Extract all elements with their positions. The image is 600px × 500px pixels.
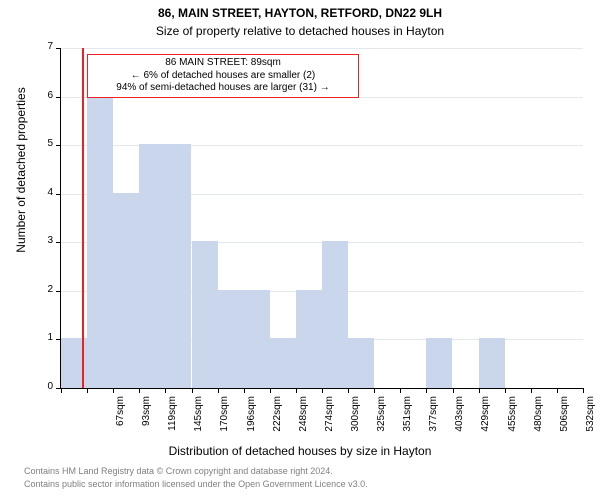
property-marker-line <box>82 48 84 388</box>
main-title: 86, MAIN STREET, HAYTON, RETFORD, DN22 9… <box>0 6 600 20</box>
x-tick-label: 119sqm <box>167 396 178 446</box>
x-tick-mark <box>505 388 506 393</box>
x-tick-mark <box>400 388 401 393</box>
y-tick-label: 1 <box>33 332 53 343</box>
x-tick-mark <box>374 388 375 393</box>
gridline <box>61 48 583 49</box>
histogram-bar <box>296 290 322 388</box>
x-tick-mark <box>165 388 166 393</box>
x-tick-mark <box>192 388 193 393</box>
histogram-bar <box>479 338 505 388</box>
y-tick-label: 2 <box>33 284 53 295</box>
y-tick-label: 4 <box>33 187 53 198</box>
y-tick-mark <box>56 48 61 49</box>
y-tick-label: 5 <box>33 138 53 149</box>
histogram-bar <box>192 241 218 388</box>
x-tick-label: 170sqm <box>219 396 230 446</box>
x-tick-label: 196sqm <box>246 396 257 446</box>
y-tick-mark <box>56 145 61 146</box>
annotation-line-2: ← 6% of detached houses are smaller (2) <box>94 70 352 83</box>
x-tick-label: 222sqm <box>272 396 283 446</box>
chart-container: 86, MAIN STREET, HAYTON, RETFORD, DN22 9… <box>0 0 600 500</box>
histogram-bar <box>139 144 165 388</box>
x-tick-mark <box>113 388 114 393</box>
x-tick-label: 67sqm <box>115 396 126 446</box>
x-axis-label: Distribution of detached houses by size … <box>0 444 600 458</box>
x-tick-mark <box>87 388 88 393</box>
y-tick-mark <box>56 242 61 243</box>
histogram-bar <box>322 241 348 388</box>
x-tick-label: 274sqm <box>324 396 335 446</box>
x-tick-label: 429sqm <box>480 396 491 446</box>
histogram-bar <box>218 290 244 388</box>
x-tick-label: 93sqm <box>141 396 152 446</box>
x-tick-mark <box>453 388 454 393</box>
plot-area: 0123456767sqm93sqm119sqm145sqm170sqm196s… <box>60 48 583 389</box>
footer-line-1: Contains HM Land Registry data © Crown c… <box>24 466 600 476</box>
x-tick-label: 145sqm <box>193 396 204 446</box>
x-tick-mark <box>218 388 219 393</box>
histogram-bar <box>244 290 270 388</box>
histogram-bar <box>426 338 452 388</box>
x-tick-label: 351sqm <box>402 396 413 446</box>
y-tick-label: 7 <box>33 41 53 52</box>
x-tick-label: 325sqm <box>376 396 387 446</box>
x-tick-mark <box>426 388 427 393</box>
x-tick-mark <box>348 388 349 393</box>
footer-line-2: Contains public sector information licen… <box>24 479 600 489</box>
y-tick-label: 0 <box>33 381 53 392</box>
x-tick-mark <box>139 388 140 393</box>
x-tick-label: 480sqm <box>533 396 544 446</box>
histogram-bar <box>165 144 191 388</box>
y-tick-label: 6 <box>33 90 53 101</box>
x-tick-label: 403sqm <box>454 396 465 446</box>
x-tick-label: 300sqm <box>350 396 361 446</box>
x-tick-mark <box>296 388 297 393</box>
annotation-box: 86 MAIN STREET: 89sqm← 6% of detached ho… <box>87 54 359 98</box>
y-axis-label: Number of detached properties <box>14 40 28 300</box>
x-tick-label: 377sqm <box>428 396 439 446</box>
x-tick-mark <box>557 388 558 393</box>
histogram-bar <box>113 193 139 388</box>
annotation-line-1: 86 MAIN STREET: 89sqm <box>94 57 352 70</box>
x-tick-label: 455sqm <box>507 396 518 446</box>
annotation-line-3: 94% of semi-detached houses are larger (… <box>94 82 352 95</box>
y-tick-mark <box>56 194 61 195</box>
y-tick-mark <box>56 97 61 98</box>
x-tick-mark <box>479 388 480 393</box>
x-tick-mark <box>322 388 323 393</box>
y-tick-mark <box>56 291 61 292</box>
subtitle: Size of property relative to detached ho… <box>0 24 600 38</box>
x-tick-mark <box>244 388 245 393</box>
x-tick-label: 506sqm <box>559 396 570 446</box>
histogram-bar <box>270 338 296 388</box>
x-tick-mark <box>583 388 584 393</box>
x-tick-mark <box>61 388 62 393</box>
x-tick-mark <box>531 388 532 393</box>
x-tick-label: 532sqm <box>585 396 596 446</box>
histogram-bar <box>87 96 113 388</box>
x-tick-mark <box>270 388 271 393</box>
histogram-bar <box>348 338 374 388</box>
x-tick-label: 248sqm <box>298 396 309 446</box>
y-tick-label: 3 <box>33 235 53 246</box>
